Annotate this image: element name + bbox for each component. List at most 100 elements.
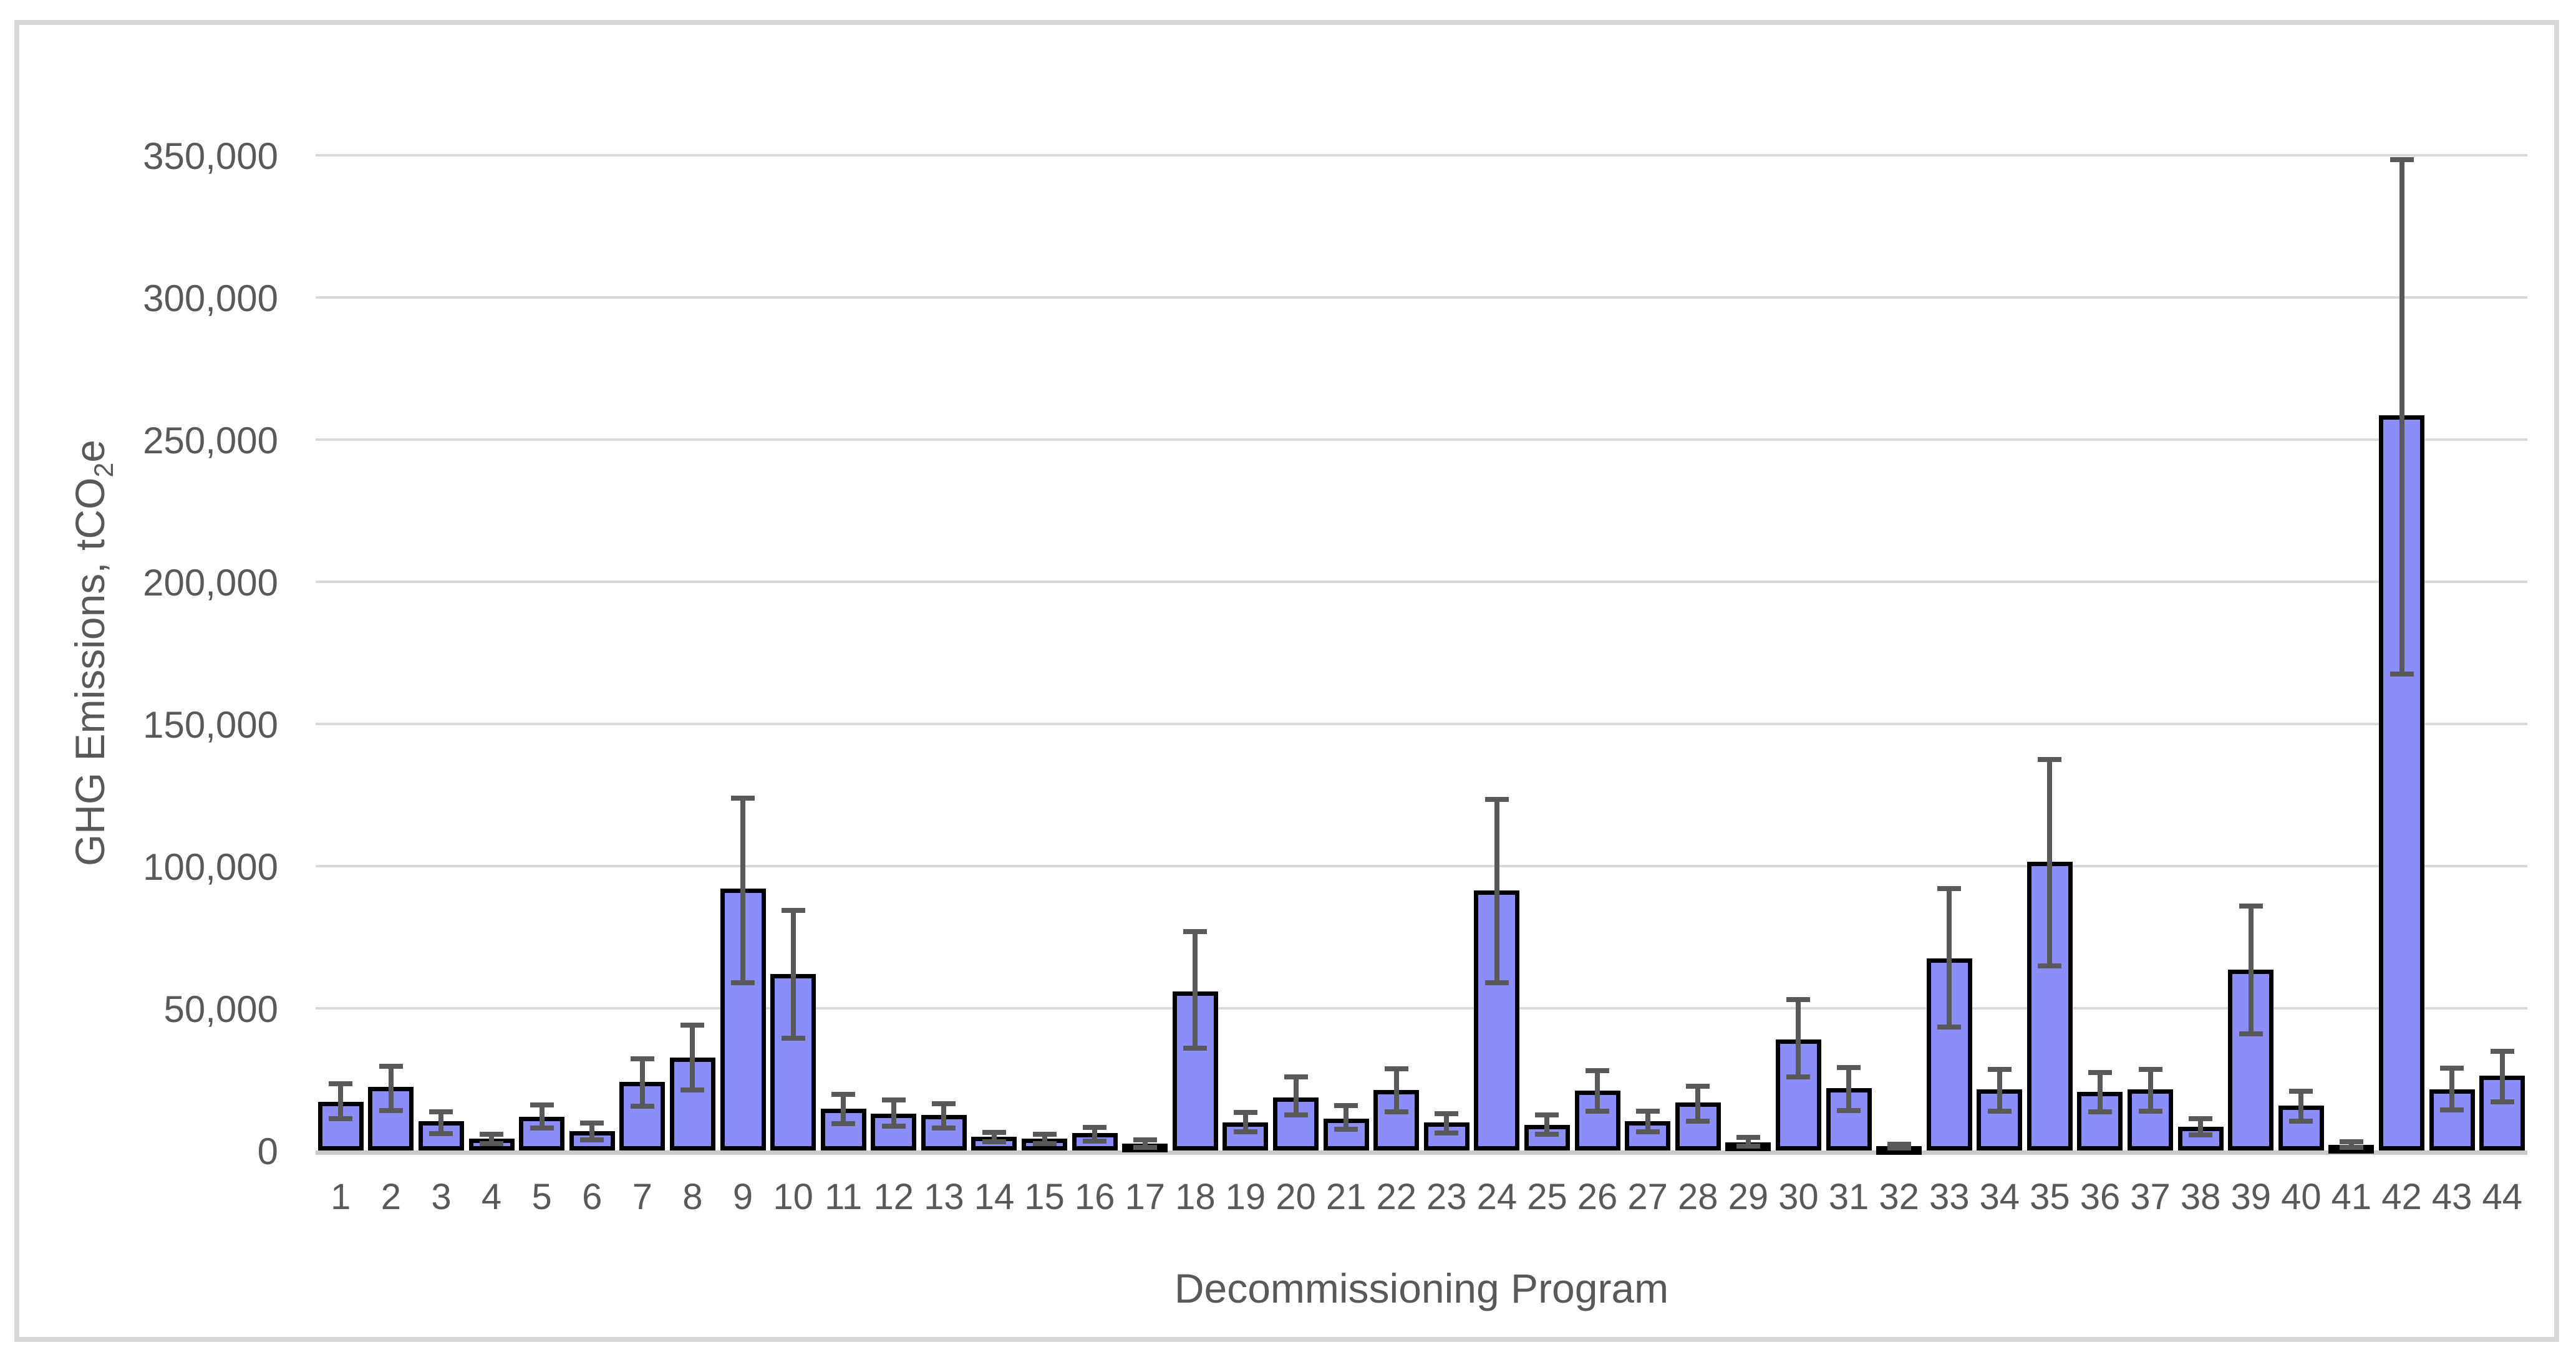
error-bar-cap-top — [1736, 1135, 1760, 1140]
x-axis-tick-label: 9 — [732, 1177, 753, 1217]
error-bar-cap-bottom — [2138, 1108, 2162, 1114]
x-axis-tick-label: 38 — [2180, 1177, 2221, 1217]
error-bar-cap-top — [1484, 796, 1509, 802]
error-bar-line — [1645, 1111, 1650, 1132]
error-bar-cap-top — [1535, 1112, 1559, 1117]
error-bar-cap-top — [982, 1129, 1006, 1135]
error-bar-line — [539, 1105, 545, 1129]
x-axis-tick-label: 30 — [1778, 1177, 1819, 1217]
error-bar-cap-bottom — [2189, 1132, 2213, 1138]
x-axis-tick-label: 23 — [1426, 1177, 1467, 1217]
error-bar-cap-bottom — [1987, 1108, 2012, 1114]
error-bar-line — [2047, 759, 2053, 966]
error-bar-cap-top — [630, 1056, 654, 1062]
x-axis-tick-label: 31 — [1828, 1177, 1869, 1217]
y-axis-tick-label: 250,000 — [143, 420, 278, 461]
gridline — [316, 723, 2527, 725]
error-bar-cap-bottom — [1586, 1109, 1610, 1114]
error-bar-cap-bottom — [480, 1140, 504, 1146]
x-axis-tick-label: 41 — [2331, 1177, 2372, 1217]
error-bar-line — [1494, 799, 1499, 983]
error-bar-cap-bottom — [1635, 1129, 1660, 1135]
error-bar-line — [1242, 1112, 1248, 1132]
error-bar-cap-top — [2138, 1066, 2162, 1072]
error-bar-line — [740, 798, 746, 983]
x-axis-tick-label: 20 — [1276, 1177, 1316, 1217]
x-axis-tick-label: 36 — [2080, 1177, 2121, 1217]
error-bar-cap-top — [1133, 1137, 1157, 1142]
error-bar-line — [1947, 889, 1952, 1027]
error-bar-cap-bottom — [1786, 1074, 1811, 1079]
error-bar-cap-top — [1384, 1066, 1408, 1071]
error-bar-cap-bottom — [881, 1124, 906, 1129]
error-bar-cap-bottom — [1837, 1107, 1861, 1113]
y-axis-tick-label: 50,000 — [163, 988, 278, 1030]
error-bar-cap-bottom — [1083, 1139, 1107, 1144]
error-bar-cap-top — [429, 1109, 453, 1114]
x-axis-tick-label: 12 — [873, 1177, 914, 1217]
error-bar-cap-bottom — [1484, 980, 1509, 985]
error-bar-cap-bottom — [1233, 1129, 1257, 1135]
error-bar-cap-top — [2239, 903, 2263, 909]
error-bar-cap-bottom — [1183, 1045, 1208, 1051]
x-axis-tick-label: 18 — [1175, 1177, 1216, 1217]
error-bar-line — [1745, 1137, 1751, 1146]
x-axis-tick-label: 44 — [2482, 1177, 2522, 1217]
bar-program-35 — [2026, 862, 2073, 1150]
error-bar-cap-top — [2088, 1070, 2112, 1076]
error-bar-line — [841, 1094, 846, 1124]
x-axis-tick-label: 21 — [1325, 1177, 1367, 1217]
error-bar-cap-top — [1334, 1103, 1358, 1109]
error-bar-cap-bottom — [1686, 1118, 1710, 1124]
error-bar-cap-bottom — [731, 980, 755, 985]
error-bar-line — [1344, 1106, 1349, 1129]
y-axis-tick-label: 0 — [257, 1131, 278, 1172]
error-bar-cap-top — [1837, 1065, 1861, 1071]
bar-program-44 — [2479, 1076, 2525, 1150]
x-axis-tick-label: 4 — [481, 1177, 502, 1217]
error-bar-cap-bottom — [1937, 1024, 1962, 1030]
error-bar-cap-bottom — [530, 1126, 554, 1131]
error-bar-cap-bottom — [680, 1087, 705, 1092]
y-axis-tick-label: 350,000 — [143, 135, 278, 177]
error-bar-line — [1595, 1071, 1600, 1112]
error-bar-cap-top — [379, 1063, 403, 1069]
error-bar-line — [690, 1025, 695, 1090]
x-axis-tick-label: 26 — [1577, 1177, 1618, 1217]
y-axis-title-subscript: 2 — [89, 462, 120, 478]
error-bar-cap-bottom — [831, 1121, 856, 1126]
error-bar-cap-bottom — [932, 1125, 956, 1131]
error-bar-cap-bottom — [1133, 1144, 1157, 1150]
error-bar-cap-top — [731, 795, 755, 801]
error-bar-cap-bottom — [1284, 1112, 1308, 1117]
error-bar-line — [2499, 1051, 2505, 1102]
error-bar-line — [338, 1083, 344, 1119]
gridline — [316, 154, 2527, 157]
error-bar-cap-top — [1083, 1125, 1107, 1131]
x-axis-tick-label: 27 — [1627, 1177, 1668, 1217]
y-axis-title-suffix: e — [66, 439, 113, 463]
error-bar-line — [941, 1103, 947, 1128]
y-axis-tick-label: 300,000 — [143, 277, 278, 319]
x-axis-tick-label: 33 — [1929, 1177, 1970, 1217]
x-axis-tick-label: 2 — [380, 1177, 401, 1217]
gridline — [316, 581, 2527, 583]
error-bar-line — [1293, 1076, 1299, 1115]
x-axis-tick-label: 42 — [2381, 1177, 2422, 1217]
x-axis-tick-label: 14 — [974, 1177, 1015, 1217]
error-bar-cap-bottom — [329, 1116, 353, 1121]
error-bar-cap-bottom — [1887, 1145, 1911, 1151]
y-axis-tick-label: 100,000 — [143, 846, 278, 888]
error-bar-cap-bottom — [781, 1035, 805, 1041]
x-axis-tick-label: 3 — [431, 1177, 452, 1217]
error-bar-line — [991, 1132, 997, 1142]
error-bar-line — [639, 1059, 645, 1106]
error-bar-line — [1193, 931, 1198, 1048]
error-bar-cap-bottom — [982, 1139, 1006, 1145]
error-bar-cap-top — [1987, 1067, 2012, 1073]
plot-area — [316, 154, 2527, 1155]
error-bar-cap-bottom — [2490, 1099, 2514, 1105]
error-bar-cap-top — [781, 907, 805, 913]
error-bar-cap-bottom — [2390, 672, 2414, 677]
error-bar-line — [2348, 1141, 2354, 1148]
